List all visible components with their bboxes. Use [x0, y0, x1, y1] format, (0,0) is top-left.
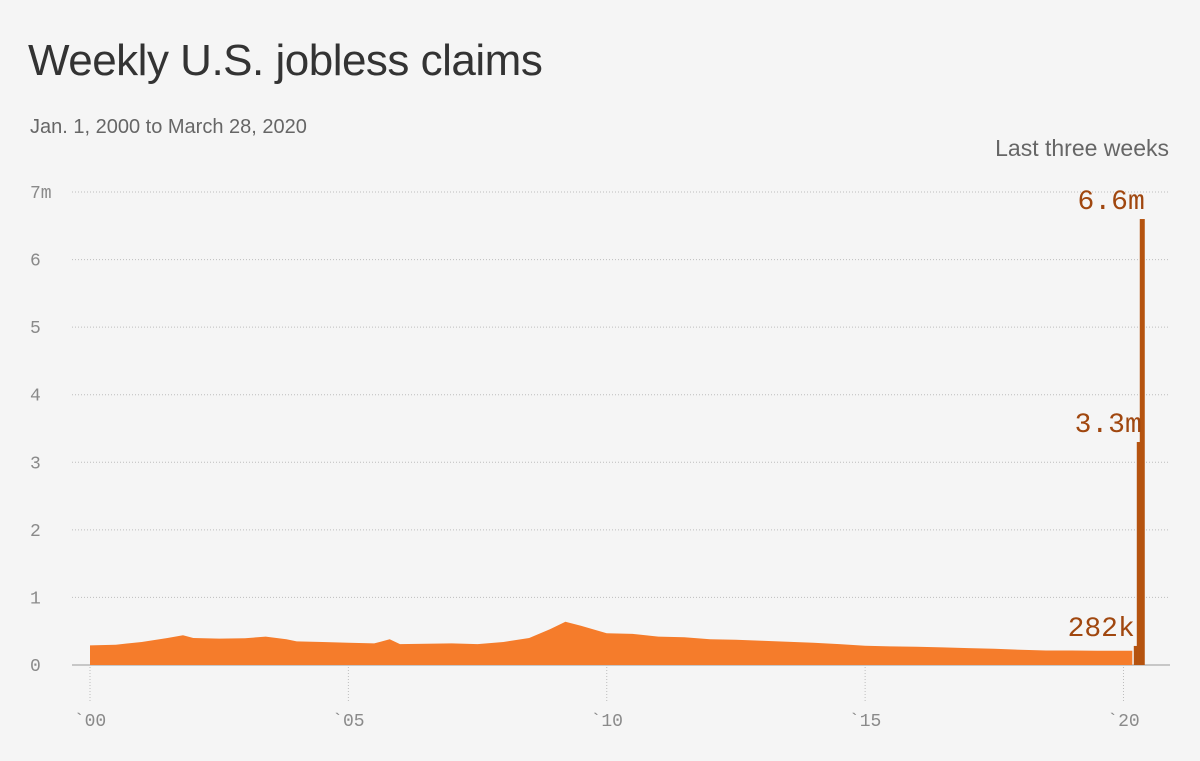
bar-value-label: 3.3m — [1075, 410, 1142, 441]
x-tick-label: `10 — [591, 712, 623, 732]
y-axis-ticks: 0 1 2 3 4 5 6 7m — [30, 184, 52, 677]
last-three-weeks-note: Last three weeks — [995, 135, 1169, 161]
x-tick-label: `15 — [849, 712, 881, 732]
y-tick-label: 3 — [30, 454, 41, 474]
bar-value-label: 6.6m — [1078, 187, 1145, 218]
x-tick-label: `00 — [74, 712, 106, 732]
bar-value-label: 282k — [1068, 614, 1135, 645]
x-tick-label: `05 — [332, 712, 364, 732]
y-tick-label: 6 — [30, 252, 41, 272]
x-tick-label: `20 — [1107, 712, 1139, 732]
gridlines — [72, 191, 1170, 666]
y-tick-label: 7m — [30, 184, 52, 204]
y-tick-label: 1 — [30, 589, 41, 609]
y-tick-label: 5 — [30, 319, 41, 339]
y-tick-label: 0 — [30, 657, 41, 677]
week-bar — [1139, 219, 1145, 665]
y-tick-label: 4 — [30, 387, 41, 407]
y-tick-label: 2 — [30, 522, 41, 542]
week-bar — [1133, 645, 1139, 665]
x-axis-ticks: `00 `05 `10 `15 `20 — [74, 667, 1140, 732]
last-weeks-bars — [1133, 219, 1145, 665]
chart-subtitle: Jan. 1, 2000 to March 28, 2020 — [30, 116, 307, 138]
claims-area — [90, 621, 1133, 665]
claims-series — [90, 621, 1133, 665]
chart-title: Weekly U.S. jobless claims — [28, 36, 543, 85]
bar-labels: 282k 3.3m 6.6m — [1068, 187, 1145, 645]
week-bar — [1136, 442, 1142, 665]
